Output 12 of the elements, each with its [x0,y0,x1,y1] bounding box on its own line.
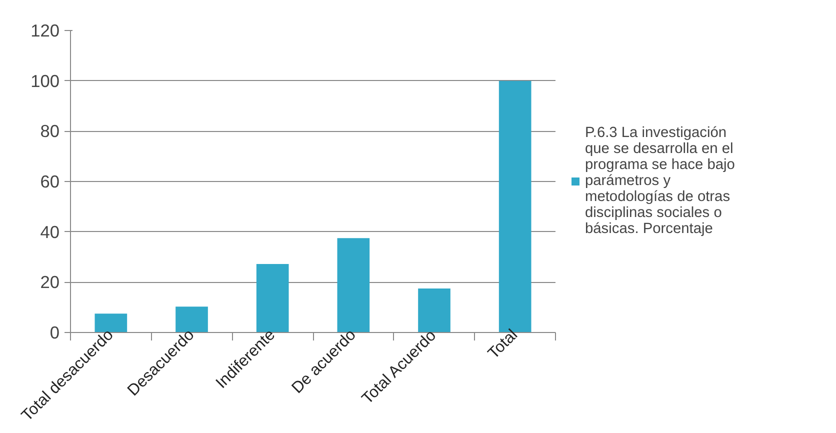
bar [337,238,370,332]
bar [256,264,289,332]
bar [176,306,208,332]
y-tick-label: 100 [30,70,60,91]
y-tick-label: 120 [30,20,60,40]
y-tick-label: 60 [40,172,60,192]
bar [418,288,450,332]
y-tick-label: 40 [40,222,60,242]
y-tick-label: 20 [40,272,60,292]
bar [94,314,128,332]
legend-label: P.6.3 La investigación que se desarrolla en el programa se hace bajo parámetros y metodologías de otras disciplinas sociales o básicas. Porcentaje [585,125,735,237]
y-tick-label: 80 [40,121,60,142]
